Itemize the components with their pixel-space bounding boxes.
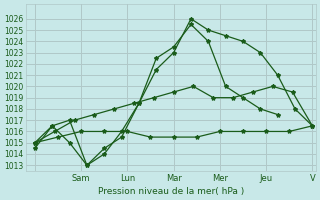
X-axis label: Pression niveau de la mer( hPa ): Pression niveau de la mer( hPa ): [98, 187, 244, 196]
